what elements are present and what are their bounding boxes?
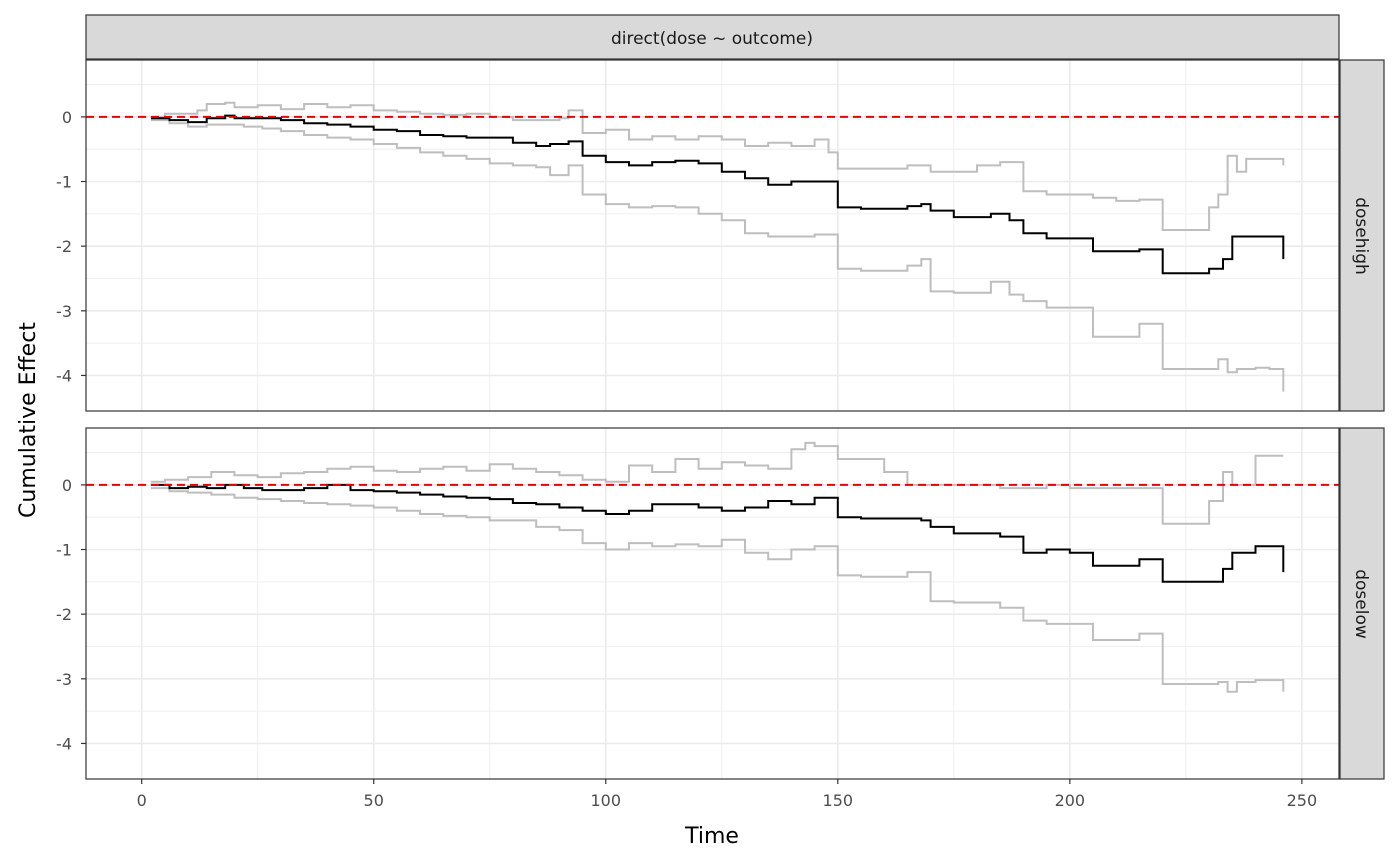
panel-background [86, 428, 1339, 779]
panel-background [86, 60, 1339, 411]
strip-right-doselow-label: doselow [1351, 569, 1371, 639]
y-tick-label: -1 [56, 541, 72, 560]
y-tick-label: -1 [56, 173, 72, 192]
y-tick-label: 0 [62, 108, 72, 127]
y-tick-label: -4 [56, 734, 72, 753]
x-tick-label: 150 [823, 791, 854, 810]
strip-right-doselow-background [1339, 427, 1385, 780]
x-tick-label: 0 [137, 791, 147, 810]
x-tick-label: 50 [364, 791, 384, 810]
series-line-dosehigh-estimate [151, 114, 1285, 275]
x-tick-label: 200 [1055, 791, 1086, 810]
panel-border [85, 59, 1340, 412]
series-line-dosehigh-lower [151, 119, 1285, 392]
x-tick-label: 100 [590, 791, 621, 810]
y-tick-label: 0 [62, 476, 72, 495]
y-tick-label: -4 [56, 366, 72, 385]
y-tick-label: -2 [56, 237, 72, 256]
y-tick-label: -3 [56, 670, 72, 689]
strip-top-background [85, 14, 1340, 60]
series-line-dosehigh-upper [151, 101, 1285, 231]
panel-dosehigh [85, 59, 1340, 412]
y-tick-label: -3 [56, 302, 72, 321]
panel-border [85, 427, 1340, 780]
series-line-doselow-estimate [151, 483, 1285, 583]
series-line-doselow-lower [151, 487, 1285, 693]
x-axis: 0 50 100 150 200 250 [137, 779, 1318, 810]
x-tick-label: 250 [1287, 791, 1318, 810]
strip-right-dosehigh-background [1339, 59, 1385, 412]
x-axis-title: Time [684, 824, 739, 849]
y-axis: 0 -1 -2 -3 -4 0 -1 -2 -3 -4 [56, 108, 86, 753]
series-line-doselow-upper [151, 441, 1284, 525]
strip-top-label: direct(dose ~ outcome) [611, 29, 813, 49]
strip-right-dosehigh-label: dosehigh [1351, 197, 1371, 275]
panel-doselow [85, 427, 1340, 780]
y-tick-label: -2 [56, 605, 72, 624]
y-axis-title: Cumulative Effect [16, 322, 41, 518]
